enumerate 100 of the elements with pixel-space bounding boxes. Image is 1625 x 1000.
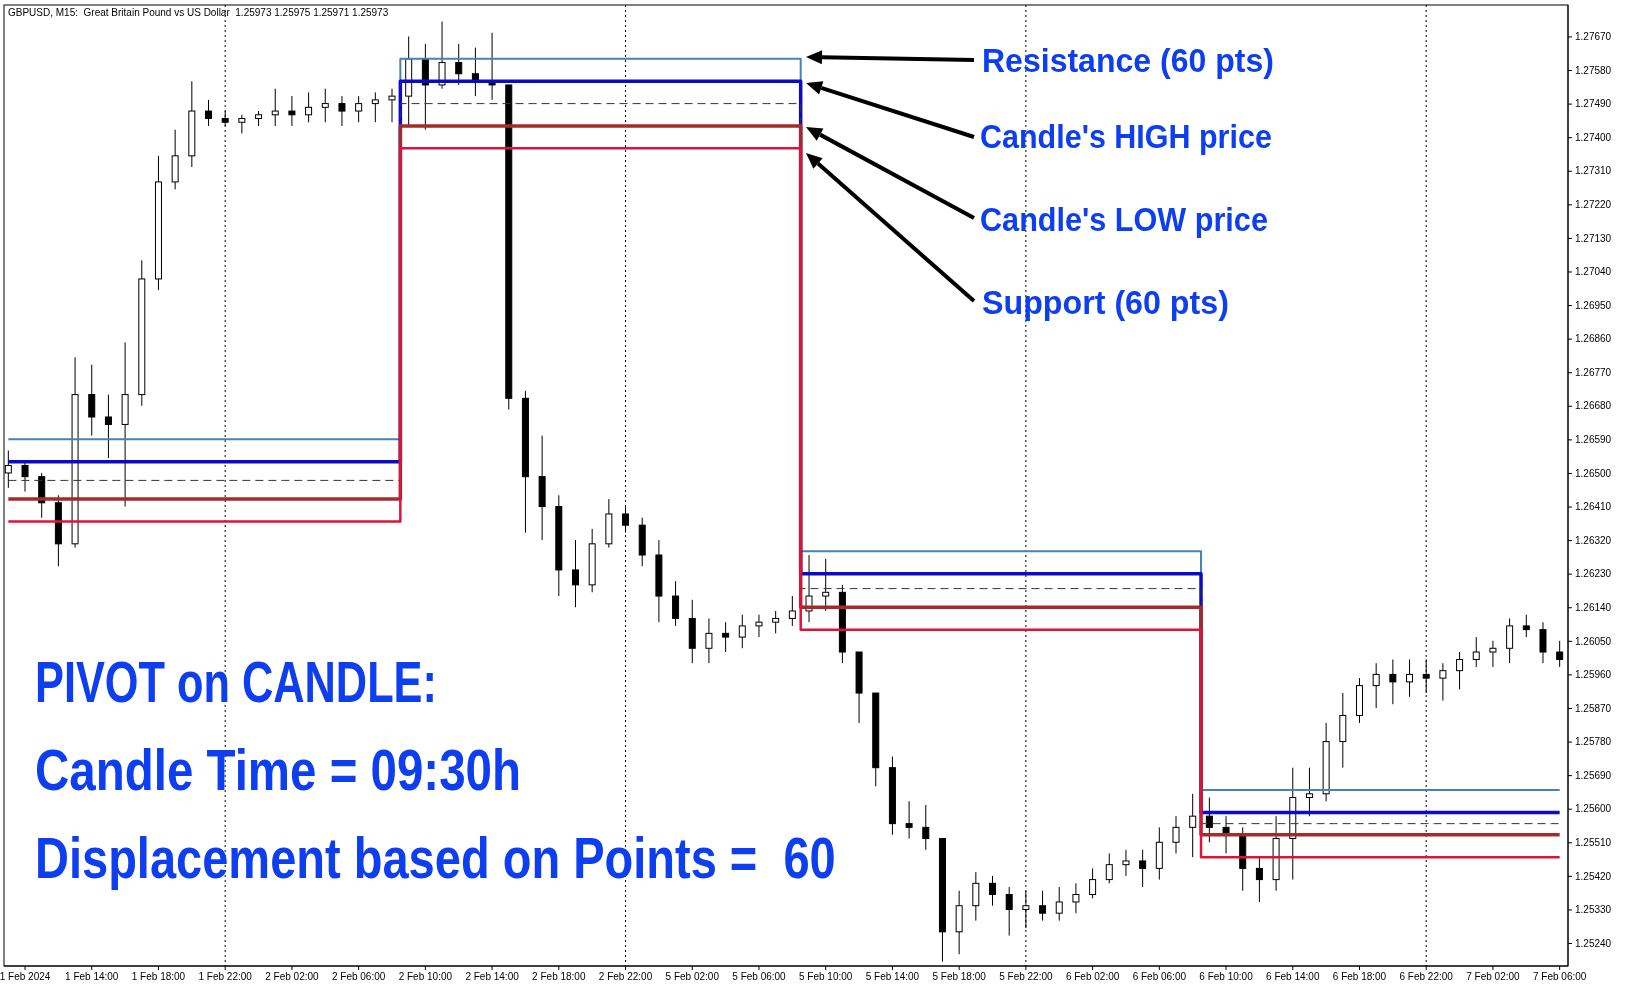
y-tick-label: 1.27310 [1575,165,1612,177]
x-tick-label: 5 Feb 02:00 [665,971,720,983]
candlestick [922,804,930,851]
candlestick [355,95,363,123]
x-tick-label: 2 Feb 06:00 [331,971,386,983]
y-tick-label: 1.26860 [1575,333,1612,345]
y-tick-label: 1.25330 [1575,904,1612,916]
candlestick [1055,886,1063,922]
x-tick-label: 2 Feb 14:00 [465,971,520,983]
candlestick [1105,852,1113,884]
y-tick-label: 1.27400 [1575,131,1612,143]
candlestick [822,558,830,612]
y-tick-label: 1.25420 [1575,870,1612,882]
annotation: Candle's LOW price [980,200,1268,239]
annotation: Support (60 pts) [982,283,1229,322]
y-tick-label: 1.26230 [1575,568,1612,580]
candlestick [1539,621,1547,664]
x-tick-label: 5 Feb 18:00 [932,971,987,983]
x-tick-label: 6 Feb 02:00 [1065,971,1120,983]
y-tick-label: 1.26410 [1575,501,1612,513]
candlestick [1172,815,1180,854]
x-tick-label: 6 Feb 22:00 [1399,971,1454,983]
x-tick-label: 6 Feb 14:00 [1266,971,1320,983]
chart-title: GBPUSD, M15: Great Britain Pound vs US Dollar 1.25973 1.25975 1.25971 1.25973 [8,7,389,18]
x-tick-label: 5 Feb 10:00 [799,971,853,983]
y-tick-label: 1.27040 [1575,266,1612,278]
candlestick [1506,617,1514,664]
y-tick-label: 1.26140 [1575,601,1612,613]
annotation: Candle Time = 09:30h [35,737,521,803]
annotation: Displacement based on Points = 60 [35,825,836,891]
candlestick [21,461,29,493]
candlestick [788,595,796,627]
y-tick-label: 1.27130 [1575,232,1612,244]
candlestick [1472,636,1480,668]
y-tick-label: 1.26320 [1575,534,1612,546]
x-tick-label: 1 Feb 14:00 [65,971,119,983]
candlestick [1122,849,1130,877]
candlestick [1305,767,1313,817]
x-tick-label: 6 Feb 18:00 [1332,971,1387,983]
x-tick-label: 2 Feb 22:00 [598,971,653,983]
candlestick [1439,662,1447,702]
x-tick-label: 1 Feb 2024 [0,971,51,983]
x-tick-label: 1 Feb 18:00 [131,971,186,983]
y-tick-label: 1.26590 [1575,434,1612,446]
x-tick-label: 6 Feb 10:00 [1199,971,1254,983]
candlestick [371,91,379,123]
x-tick-label: 6 Feb 06:00 [1132,971,1187,983]
candlestick [772,610,780,634]
candlestick [388,88,396,123]
candlestick [321,88,329,123]
candlestick [1389,658,1397,705]
y-tick-label: 1.27670 [1575,31,1612,43]
candlestick [455,43,463,86]
candlestick [1255,856,1263,903]
candlestick [1489,640,1497,668]
y-tick-label: 1.26500 [1575,467,1612,479]
candlestick [1089,867,1097,899]
candlestick [722,621,730,653]
candlestick [1422,658,1430,694]
candlestick [738,614,746,649]
y-tick-label: 1.25960 [1575,669,1612,681]
y-tick-label: 1.26050 [1575,635,1612,647]
y-tick-label: 1.25510 [1575,836,1612,848]
y-tick-label: 1.25870 [1575,702,1612,714]
candlestick [104,394,112,459]
x-tick-label: 5 Feb 14:00 [865,971,920,983]
candlestick [972,871,980,922]
x-tick-label: 5 Feb 06:00 [732,971,787,983]
candlestick [705,617,713,664]
candlestick [1205,797,1213,843]
y-tick-label: 1.25240 [1575,937,1612,949]
candlestick [88,364,96,437]
candlestick [1139,849,1147,888]
x-tick-label: 2 Feb 18:00 [532,971,586,983]
x-tick-label: 7 Feb 06:00 [1532,971,1587,983]
candlestick [288,95,296,127]
candlestick [1372,662,1380,709]
annotation: PIVOT on CANDLE: [35,649,437,715]
candlestick [989,875,997,907]
y-tick-label: 1.25780 [1575,736,1612,748]
candlestick [305,91,313,123]
x-tick-label: 2 Feb 10:00 [398,971,453,983]
x-tick-label: 2 Feb 02:00 [265,971,320,983]
y-tick-label: 1.26950 [1575,299,1612,311]
y-tick-label: 1.25690 [1575,769,1612,781]
y-tick-label: 1.27220 [1575,199,1612,211]
candlestick [1039,890,1047,922]
candlestick [1005,886,1013,937]
x-tick-label: 7 Feb 02:00 [1466,971,1521,983]
candlestick [1406,658,1414,698]
candlestick [672,580,680,627]
y-tick-label: 1.27490 [1575,98,1612,110]
y-tick-label: 1.26770 [1575,366,1612,378]
candlestick [271,88,279,127]
candlestick [238,114,246,134]
x-tick-label: 1 Feb 22:00 [198,971,253,983]
y-tick-label: 1.26680 [1575,400,1612,412]
candlestick [1189,793,1197,858]
x-tick-label: 5 Feb 22:00 [999,971,1053,983]
candlestick [571,539,579,608]
